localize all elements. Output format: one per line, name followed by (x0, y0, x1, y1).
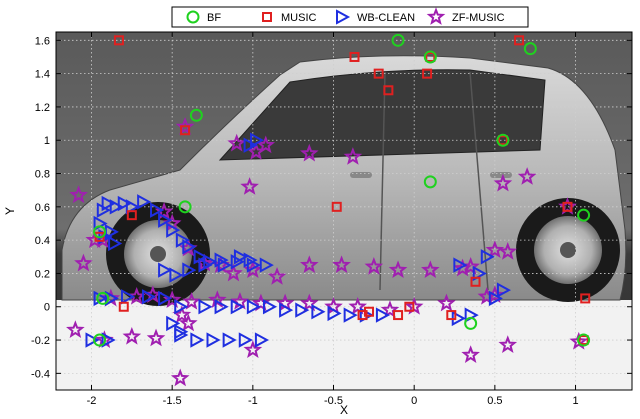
y-tick-label: -0.2 (31, 335, 50, 347)
y-tick-label: 1.6 (35, 35, 50, 47)
front-wheel-cap (150, 246, 166, 262)
y-axis-label: Y (3, 207, 17, 215)
x-tick-label: -1 (248, 395, 258, 407)
door-handle (490, 172, 512, 178)
legend-label: ZF-MUSIC (452, 12, 505, 24)
y-tick-label: 0 (44, 302, 50, 314)
legend-label: BF (207, 12, 221, 24)
x-tick-label: -2 (87, 395, 97, 407)
x-tick-label: 0 (411, 395, 417, 407)
y-tick-label: 1 (44, 135, 50, 147)
door-handle (350, 172, 372, 178)
y-tick-label: -0.4 (31, 368, 50, 380)
x-tick-label: 0.5 (487, 395, 502, 407)
x-tick-label: -1.5 (163, 395, 182, 407)
legend-label: WB-CLEAN (357, 12, 415, 24)
y-tick-label: 1.4 (35, 69, 50, 81)
y-tick-label: 0.6 (35, 202, 50, 214)
legend: BF MUSIC WB-CLEAN ZF-MUSIC (172, 7, 528, 27)
plot-area (56, 32, 632, 390)
x-axis-label: X (340, 403, 348, 417)
legend-label: MUSIC (281, 12, 317, 24)
x-tick-label: 1 (572, 395, 578, 407)
y-tick-label: 0.4 (35, 235, 50, 247)
rear-wheel-cap (560, 242, 576, 258)
y-tick-label: 0.2 (35, 268, 50, 280)
y-tick-label: 0.8 (35, 169, 50, 181)
y-tick-label: 1.2 (35, 102, 50, 114)
